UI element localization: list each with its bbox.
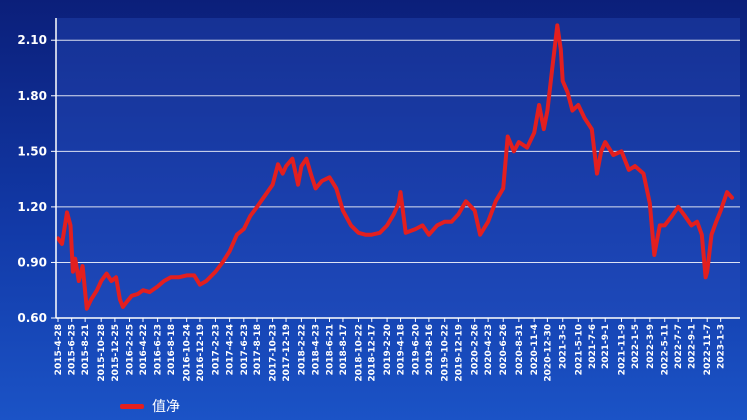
x-tick-label: 2022-5-11 xyxy=(661,324,671,375)
x-tick-label: 2018-10-22 xyxy=(355,324,365,382)
x-tick-label: 2019-12-19 xyxy=(454,324,464,382)
x-tick-label: 2018-8-17 xyxy=(339,324,349,375)
y-tick-label: 0.60 xyxy=(17,311,47,325)
x-tick-label: 2016-10-24 xyxy=(183,324,193,382)
y-tick-label: 0.90 xyxy=(17,255,47,269)
x-tick-label: 2017-4-24 xyxy=(226,324,236,375)
x-tick-label: 2022-3-9 xyxy=(646,324,656,369)
x-tick-label: 2021-9-1 xyxy=(601,324,611,369)
y-tick-label: 1.50 xyxy=(17,144,47,158)
x-tick-label: 2020-6-26 xyxy=(499,324,509,375)
x-tick-label: 2019-10-22 xyxy=(441,324,451,382)
x-axis-ticks: 2015-4-28 2015-6-25 2015-8-21 2015-10-28 201… xyxy=(54,318,727,382)
x-tick-label: 2016-6-23 xyxy=(154,324,164,375)
series-layer xyxy=(56,23,734,311)
x-tick-label: 2017-12-19 xyxy=(282,324,292,382)
x-tick-label: 2020-8-31 xyxy=(515,324,525,375)
x-tick-label: 2015-12-25 xyxy=(111,324,121,382)
x-tick-label: 2016-2-25 xyxy=(126,324,136,375)
legend: 值净 xyxy=(120,396,180,416)
y-axis-ticks: 0.60 0.90 1.20 1.50 1.80 2.10 xyxy=(17,33,56,325)
series-line-0 xyxy=(56,23,734,311)
line-swatch-icon xyxy=(120,403,144,409)
y-tick-label: 1.20 xyxy=(17,200,47,214)
x-tick-label: 2019-2-20 xyxy=(383,324,393,375)
x-tick-label: 2016-8-18 xyxy=(167,324,177,375)
y-tick-label: 1.80 xyxy=(17,89,47,103)
x-tick-label: 2022-1-5 xyxy=(631,324,641,369)
x-tick-label: 2020-2-26 xyxy=(471,324,481,375)
x-tick-label: 2015-4-28 xyxy=(54,324,64,375)
x-tick-label: 2020-12-30 xyxy=(543,324,553,382)
x-tick-label: 2016-4-22 xyxy=(139,324,149,375)
x-tick-label: 2022-11-7 xyxy=(703,324,713,375)
x-tick-label: 2021-5-10 xyxy=(574,324,584,375)
x-tick-label: 2015-10-28 xyxy=(97,324,107,382)
x-tick-label: 2017-8-18 xyxy=(253,324,263,375)
x-tick-label: 2019-4-18 xyxy=(397,324,407,375)
x-tick-label: 2018-6-21 xyxy=(325,324,335,375)
x-tick-label: 2021-7-6 xyxy=(588,324,598,369)
x-tick-label: 2018-4-23 xyxy=(312,324,322,375)
x-tick-label: 2019-6-20 xyxy=(411,324,421,375)
x-tick-label: 2022-7-7 xyxy=(674,324,684,369)
x-tick-label: 2020-11-4 xyxy=(530,324,540,375)
y-tick-label: 2.10 xyxy=(17,33,47,47)
x-tick-label: 2017-10-23 xyxy=(269,324,279,382)
x-tick-label: 2017-2-23 xyxy=(211,324,221,375)
x-tick-label: 2018-12-17 xyxy=(368,324,378,382)
x-tick-label: 2019-8-16 xyxy=(425,324,435,375)
x-tick-label: 2021-11-9 xyxy=(618,324,628,375)
axes xyxy=(55,18,740,319)
legend-label: 值净 xyxy=(152,399,180,415)
x-tick-label: 2021-3-5 xyxy=(559,324,569,369)
x-tick-label: 2018-2-22 xyxy=(297,324,307,375)
x-tick-label: 2017-6-23 xyxy=(240,324,250,375)
x-tick-label: 2023-1-3 xyxy=(717,324,727,369)
x-tick-label: 2015-6-25 xyxy=(68,324,78,375)
x-tick-label: 2022-9-1 xyxy=(687,324,697,369)
x-tick-label: 2016-12-19 xyxy=(196,324,206,382)
x-tick-label: 2015-8-21 xyxy=(81,324,91,375)
x-tick-label: 2020-4-23 xyxy=(484,324,494,375)
